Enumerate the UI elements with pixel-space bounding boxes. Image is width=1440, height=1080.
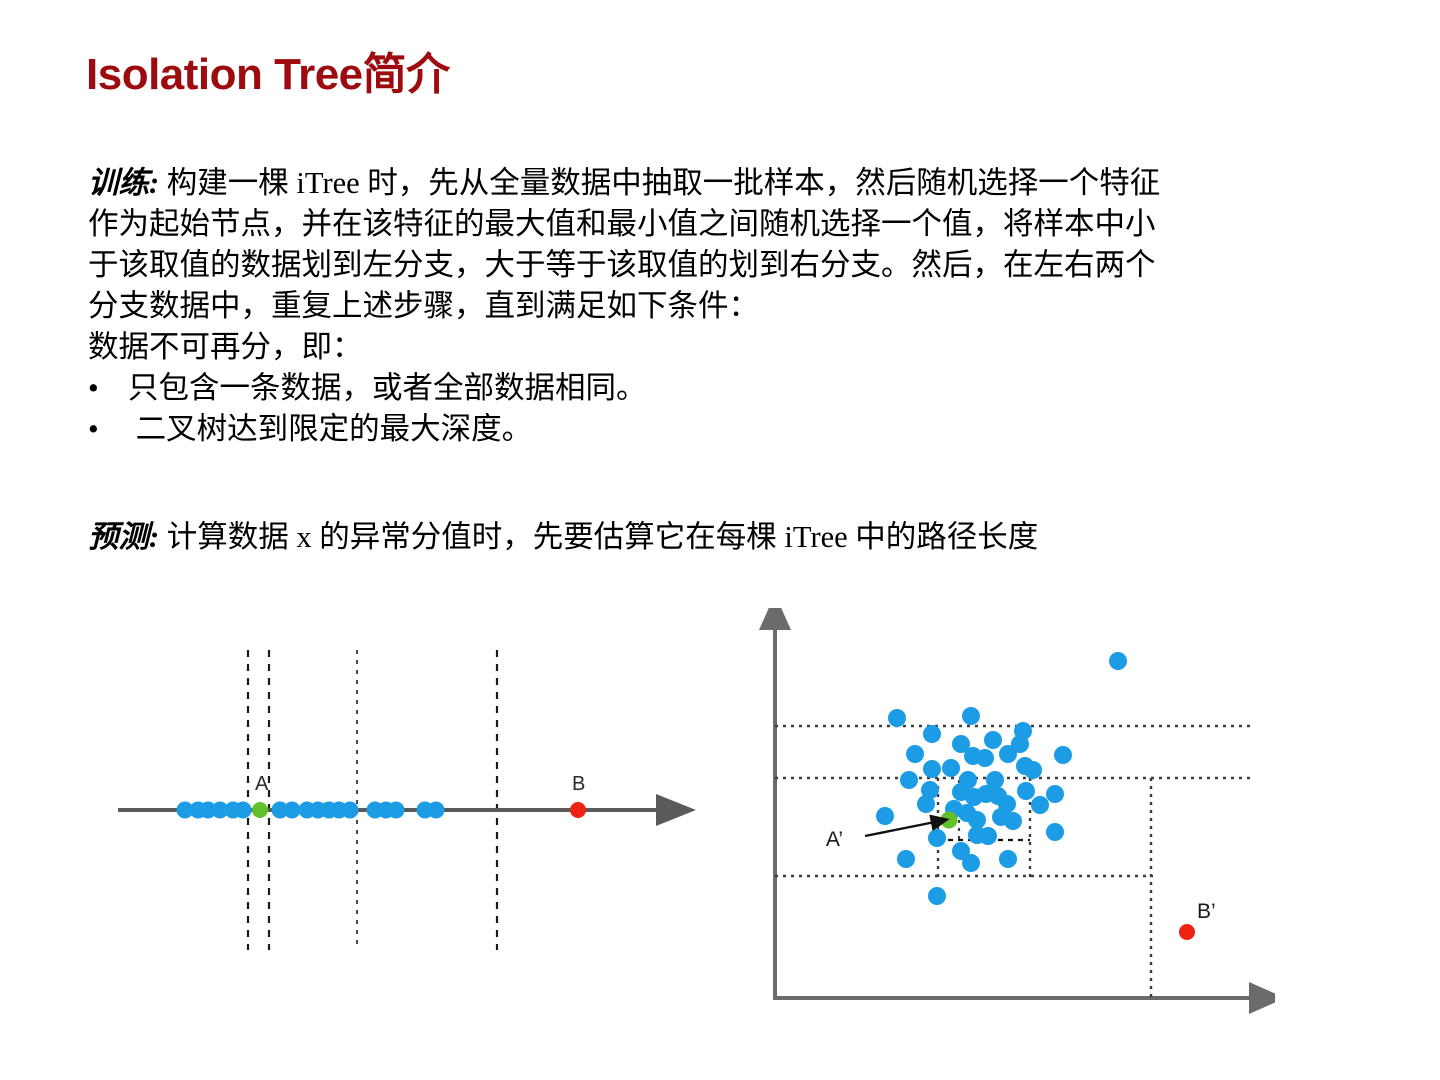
predict-text: 计算数据 x 的异常分值时，先要估算它在每棵 iTree 中的路径长度 (166, 520, 1039, 554)
page-title: Isolation Tree简介 (86, 50, 450, 99)
bullet-item-2: • 二叉树达到限定的最大深度。 (88, 409, 1383, 450)
bullet-marker-icon: • (88, 412, 99, 446)
data-point (917, 795, 935, 813)
point-b-prime-label: B’ (1197, 900, 1216, 923)
data-point (271, 801, 289, 819)
data-point (976, 749, 994, 767)
data-point (979, 827, 997, 845)
predict-label: 预测: (88, 520, 160, 554)
data-point (1046, 823, 1064, 841)
data-point (900, 771, 918, 789)
point-b-marker (570, 802, 586, 818)
horizontal-splits-group (775, 724, 1255, 878)
bullet-item-1-label: 只包含一条数据，或者全部数据相同。 (128, 371, 647, 405)
data-point (968, 811, 986, 829)
data-point (283, 801, 301, 819)
paragraph-line-3: 于该取值的数据划到左分支，大于等于该取值的划到右分支。然后，在左右两个 (88, 248, 1156, 282)
data-point (876, 807, 894, 825)
data-point (897, 850, 915, 868)
data-point (999, 850, 1017, 868)
data-point (1031, 796, 1049, 814)
data-point (986, 771, 1004, 789)
bullet-item-2-label: 二叉树达到限定的最大深度。 (128, 412, 533, 446)
data-point (906, 745, 924, 763)
data-point (952, 842, 970, 860)
data-point (928, 887, 946, 905)
data-point (928, 829, 946, 847)
data-point (1017, 782, 1035, 800)
body-text-block: 训练: 构建一棵 iTree 时，先从全量数据中抽取一批样本，然后随机选择一个特… (88, 163, 1383, 450)
data-point (387, 801, 405, 819)
data-point (999, 745, 1017, 763)
data-point (952, 735, 970, 753)
paragraph-line-1: 训练: 构建一棵 iTree 时，先从全量数据中抽取一批样本，然后随机选择一个特… (88, 163, 1383, 204)
data-point (1046, 785, 1064, 803)
data-point (176, 801, 194, 819)
point-b-prime-marker (1179, 924, 1195, 940)
split-lines-group (246, 650, 499, 950)
axes-group (759, 608, 1275, 1014)
bullet-item-1: • 只包含一条数据，或者全部数据相同。 (88, 368, 1383, 409)
data-point (427, 801, 445, 819)
data-point (234, 801, 252, 819)
condition-intro: 数据不可再分，即： (88, 330, 363, 364)
data-point (923, 760, 941, 778)
paragraph-line-1-text: 构建一棵 iTree 时，先从全量数据中抽取一批样本，然后随机选择一个特征 (166, 166, 1161, 200)
point-a-label: A (255, 773, 269, 795)
data-point (962, 854, 980, 872)
point-a-prime-label: A’ (826, 828, 843, 851)
point-a-marker (252, 802, 268, 818)
callout-arrow-a-prime (864, 814, 950, 838)
figure-2d-svg: A’ B’ (759, 608, 1275, 1014)
figure-1d-svg: A B (118, 650, 696, 950)
data-point (199, 801, 217, 819)
figure-1d-number-line: A B (100, 620, 700, 960)
point-b-label: B (572, 773, 585, 795)
data-point (923, 725, 941, 743)
bullet-marker-icon: • (88, 371, 99, 405)
data-point (984, 731, 1002, 749)
paragraph-line-2: 作为起始节点，并在该特征的最大值和最小值之间随机选择一个值，将样本中小 (88, 207, 1156, 241)
predict-paragraph: 预测: 计算数据 x 的异常分值时，先要估算它在每棵 iTree 中的路径长度 (88, 512, 1038, 556)
data-point (1054, 746, 1072, 764)
figure-2d-scatter: A’ B’ (755, 608, 1275, 1028)
data-point (942, 759, 960, 777)
data-point (888, 709, 906, 727)
scatter-points-group (876, 652, 1127, 905)
data-point (1024, 761, 1042, 779)
paragraph-line-4: 分支数据中，重复上述步骤，直到满足如下条件： (88, 289, 759, 323)
sample-points-group (176, 801, 445, 819)
data-point (1011, 735, 1029, 753)
data-point (1109, 652, 1127, 670)
data-point (341, 801, 359, 819)
data-point (1004, 812, 1022, 830)
training-label: 训练: (88, 166, 160, 200)
data-point (962, 707, 980, 725)
data-point (211, 801, 229, 819)
data-point (921, 781, 939, 799)
